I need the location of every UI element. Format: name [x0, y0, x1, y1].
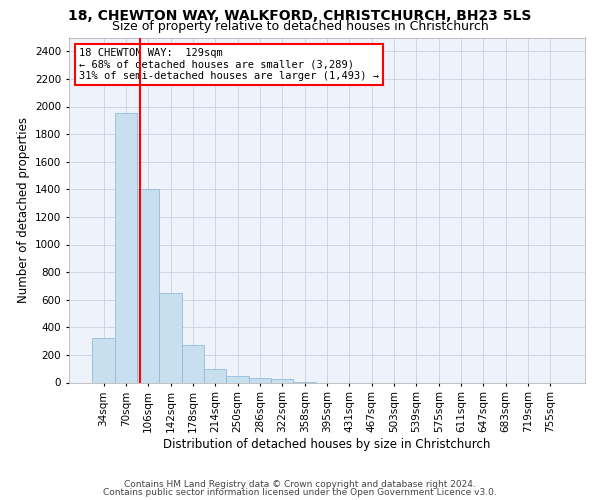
Text: Contains public sector information licensed under the Open Government Licence v3: Contains public sector information licen…: [103, 488, 497, 497]
Bar: [182, 345, 204, 383]
Bar: [226, 376, 249, 382]
Bar: [249, 378, 271, 382]
Bar: [204, 368, 226, 382]
Text: 18, CHEWTON WAY, WALKFORD, CHRISTCHURCH, BH23 5LS: 18, CHEWTON WAY, WALKFORD, CHRISTCHURCH,…: [68, 9, 532, 23]
Text: 18 CHEWTON WAY:  129sqm
← 68% of detached houses are smaller (3,289)
31% of semi: 18 CHEWTON WAY: 129sqm ← 68% of detached…: [79, 48, 379, 81]
Bar: [115, 114, 137, 382]
Bar: [92, 338, 115, 382]
X-axis label: Distribution of detached houses by size in Christchurch: Distribution of detached houses by size …: [163, 438, 491, 451]
Bar: [137, 190, 160, 382]
Bar: [160, 293, 182, 382]
Bar: [271, 379, 293, 382]
Y-axis label: Number of detached properties: Number of detached properties: [17, 117, 29, 303]
Text: Contains HM Land Registry data © Crown copyright and database right 2024.: Contains HM Land Registry data © Crown c…: [124, 480, 476, 489]
Text: Size of property relative to detached houses in Christchurch: Size of property relative to detached ho…: [112, 20, 488, 33]
